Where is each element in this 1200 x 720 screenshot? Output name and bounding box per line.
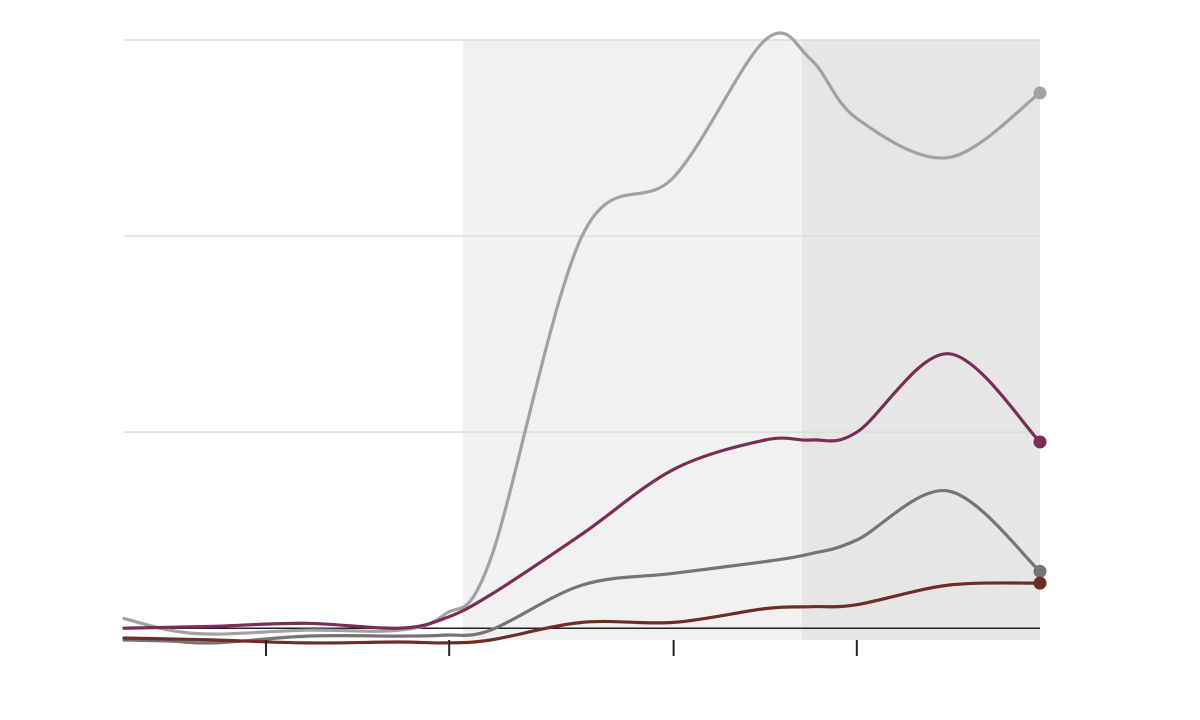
series-endpoints — [1033, 86, 1047, 590]
shaded-region-2 — [801, 40, 1040, 640]
series-lines — [122, 31, 1042, 645]
series-line-1 — [122, 31, 1042, 636]
series-line-2 — [122, 352, 1042, 630]
series-line-4 — [122, 581, 1042, 645]
shaded-regions — [462, 40, 1040, 640]
gridlines — [124, 39, 1040, 629]
series-endpoint-4 — [1033, 576, 1047, 590]
series-endpoint-2 — [1033, 435, 1047, 449]
x-axis-ticks — [264, 640, 858, 656]
series-endpoint-1 — [1033, 86, 1047, 100]
series-endpoint-3 — [1033, 564, 1047, 578]
shaded-region-1 — [462, 40, 802, 640]
